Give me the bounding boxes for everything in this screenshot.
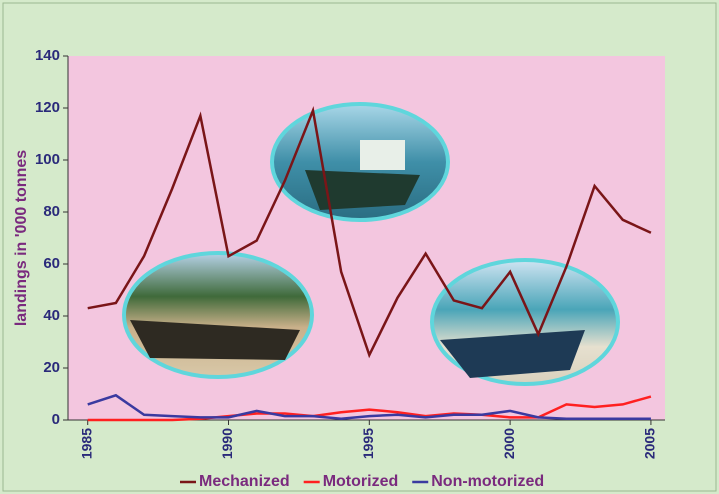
y-tick-label: 100: [35, 151, 60, 168]
y-axis-label: landings in '000 tonnes: [13, 150, 30, 326]
x-tick-label: 1985: [78, 428, 94, 459]
x-tick-label: 2005: [642, 428, 658, 459]
boat-hull: [440, 330, 585, 378]
x-tick-label: 1995: [360, 428, 376, 459]
y-tick-label: 0: [52, 411, 60, 428]
y-tick-label: 140: [35, 47, 60, 64]
y-tick-label: 20: [43, 359, 60, 376]
y-tick-label: 80: [43, 203, 60, 220]
y-tick-label: 40: [43, 307, 60, 324]
boat-hull: [130, 320, 300, 360]
boat-hull: [305, 170, 420, 210]
x-tick-label: 1990: [219, 428, 235, 459]
x-tick-label: 2000: [501, 428, 517, 459]
photos: [122, 102, 620, 386]
series-line: [87, 395, 652, 422]
series-line: [87, 106, 652, 359]
series-line: [87, 393, 651, 420]
legend-label: Mechanized: [199, 473, 290, 490]
y-tick-label: 120: [35, 99, 60, 116]
legend-label: Motorized: [323, 473, 399, 490]
boat-cabin: [360, 140, 405, 170]
y-tick-label: 60: [43, 255, 60, 272]
legend-label: Non-motorized: [431, 473, 544, 490]
